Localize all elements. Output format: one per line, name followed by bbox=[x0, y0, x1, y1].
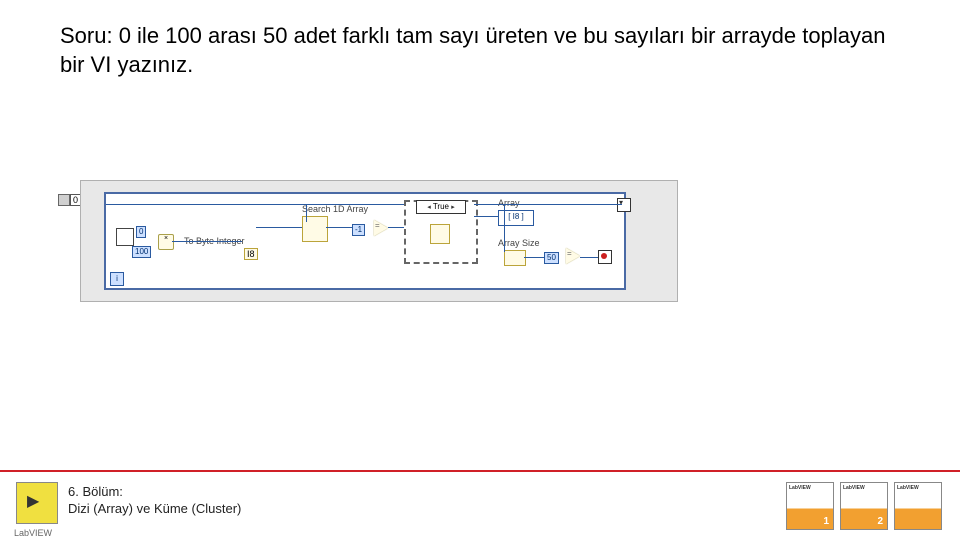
question-text: Soru: 0 ile 100 arası 50 adet farklı tam… bbox=[60, 22, 900, 79]
const-neg-one: -1 bbox=[352, 224, 365, 236]
footer-chapter: 6. Bölüm: Dizi (Array) ve Küme (Cluster) bbox=[68, 483, 241, 518]
wire bbox=[524, 257, 544, 258]
search-1d-label: Search 1D Array bbox=[302, 204, 368, 214]
case-selected-value: True bbox=[433, 202, 449, 211]
const-hundred: 100 bbox=[132, 246, 151, 258]
footer-book-thumbnails: 1 2 bbox=[786, 480, 946, 530]
multiply-node: × bbox=[158, 234, 174, 250]
wire-shift-out bbox=[474, 204, 622, 205]
const-zero: 0 bbox=[136, 226, 146, 238]
loop-stop-terminal bbox=[598, 250, 612, 264]
case-selector: ◂ True ▸ bbox=[416, 200, 466, 214]
book-thumb: 2 bbox=[840, 482, 888, 530]
array-index-spinner bbox=[58, 194, 70, 206]
iteration-terminal: i bbox=[110, 272, 124, 286]
wire-shift-feedback bbox=[106, 204, 404, 205]
array-label: Array bbox=[498, 198, 520, 208]
book-thumb: 1 bbox=[786, 482, 834, 530]
book-thumb bbox=[894, 482, 942, 530]
shift-register-right bbox=[617, 198, 631, 212]
random-number-node bbox=[116, 228, 134, 246]
labview-logo-icon bbox=[16, 482, 58, 524]
wire-v bbox=[306, 204, 307, 222]
chapter-title: Dizi (Array) ve Küme (Cluster) bbox=[68, 501, 241, 516]
wire bbox=[580, 257, 598, 258]
wire bbox=[172, 241, 242, 242]
wire bbox=[388, 227, 404, 228]
case-structure: ◂ True ▸ bbox=[404, 200, 478, 264]
const-fifty: 50 bbox=[544, 252, 559, 264]
build-array-node bbox=[430, 224, 450, 244]
wire-v bbox=[504, 204, 505, 252]
array-size-node bbox=[504, 250, 526, 266]
chapter-number: 6. Bölüm: bbox=[68, 484, 123, 499]
wire bbox=[256, 227, 302, 228]
wire bbox=[326, 227, 352, 228]
wire bbox=[474, 216, 498, 217]
labview-caption: LabVIEW bbox=[14, 528, 52, 538]
footer-divider bbox=[0, 470, 960, 472]
while-loop: 0 100 × To Byte Integer I8 Search 1D Arr… bbox=[104, 192, 626, 290]
labview-block-diagram: 0 0 0 100 × To Byte Integer I8 Search 1D… bbox=[58, 180, 678, 320]
i8-convert-node: I8 bbox=[244, 248, 258, 260]
